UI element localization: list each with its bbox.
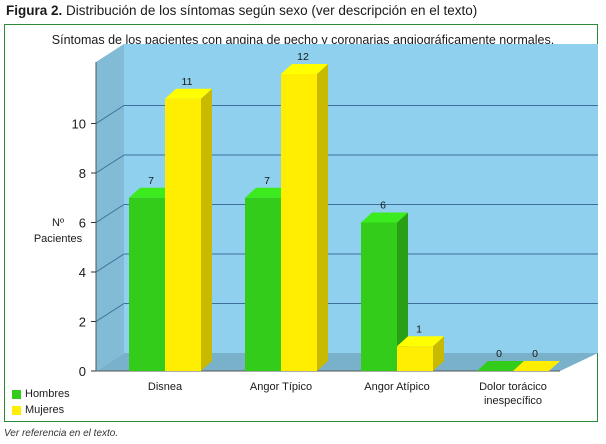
bar-3-0 — [477, 361, 524, 371]
bar-top-1-1 — [281, 64, 328, 74]
bar-side-2-0 — [397, 212, 408, 371]
x-tick-label-0: Disnea — [148, 381, 183, 393]
chart-back-wall — [124, 44, 598, 353]
chart-floor — [96, 353, 598, 371]
legend-swatch-hombres — [12, 389, 21, 399]
y-tick-label-3: 6 — [79, 216, 86, 231]
bar-0-1 — [165, 98, 201, 371]
bar-side-2-1 — [433, 336, 444, 371]
data-label-1-0: 7 — [264, 175, 270, 187]
grid-line-side-5 — [95, 105, 125, 124]
bar-top-2-0 — [361, 212, 408, 223]
grid-line-side-3 — [95, 204, 125, 223]
grid-line-side-4 — [95, 154, 125, 174]
figure-title: Figura 2. Distribución de los síntomas s… — [6, 3, 477, 18]
bar-top-1-0 — [245, 187, 292, 198]
bar-side-0-1 — [201, 88, 212, 371]
chart-title: Síntomas de los pacientes con angina de … — [51, 33, 555, 47]
chart-side-wall — [96, 44, 124, 371]
data-label-3-1: 0 — [532, 348, 538, 360]
legend-label-hombres: Hombres — [25, 388, 70, 400]
data-label-1-1: 12 — [297, 51, 309, 63]
y-axis-label-line-1: Nº — [52, 217, 64, 229]
grid-line-side-2 — [95, 253, 125, 273]
legend: Hombres Mujeres — [12, 386, 70, 418]
legend-item-hombres: Hombres — [12, 386, 70, 402]
x-tick-label-2: Angor Atípico — [364, 381, 429, 393]
x-tick-label-1: Angor Típico — [250, 381, 312, 393]
data-label-2-1: 1 — [416, 323, 422, 335]
y-tick-label-2: 4 — [79, 265, 86, 280]
y-axis-label-line-2: Pacientes — [34, 233, 83, 245]
bar-3-1 — [513, 361, 560, 371]
bar-top-0-1 — [165, 88, 212, 99]
bar-0-0 — [129, 197, 165, 371]
bar-1-1 — [281, 74, 317, 371]
figure-caption: Distribución de los síntomas según sexo … — [66, 3, 478, 18]
footnote: Ver referencia en el texto. — [4, 428, 119, 439]
grid-line-side-1 — [95, 303, 125, 322]
legend-swatch-mujeres — [12, 405, 21, 415]
x-tick-label-3-line-0: Dolor torácico — [479, 381, 547, 393]
bar-2-0 — [361, 222, 397, 371]
data-label-0-0: 7 — [148, 175, 154, 187]
bar-top-0-0 — [129, 187, 176, 198]
data-label-3-0: 0 — [496, 348, 502, 360]
figure-label: Figura 2. — [6, 3, 63, 18]
data-label-2-0: 6 — [380, 200, 386, 212]
y-tick-label-1: 2 — [79, 315, 86, 330]
legend-item-mujeres: Mujeres — [12, 402, 70, 418]
bar-2-1 — [397, 346, 433, 371]
x-tick-label-3-line-1: inespecífico — [484, 395, 542, 407]
y-tick-label-0: 0 — [79, 364, 86, 379]
legend-label-mujeres: Mujeres — [25, 404, 65, 416]
y-tick-label-4: 8 — [79, 166, 86, 181]
data-label-0-1: 11 — [182, 76, 193, 88]
bar-side-1-1 — [317, 64, 328, 371]
bar-top-2-1 — [397, 336, 444, 347]
bar-1-0 — [245, 197, 281, 371]
y-tick-label-5: 10 — [72, 117, 86, 132]
